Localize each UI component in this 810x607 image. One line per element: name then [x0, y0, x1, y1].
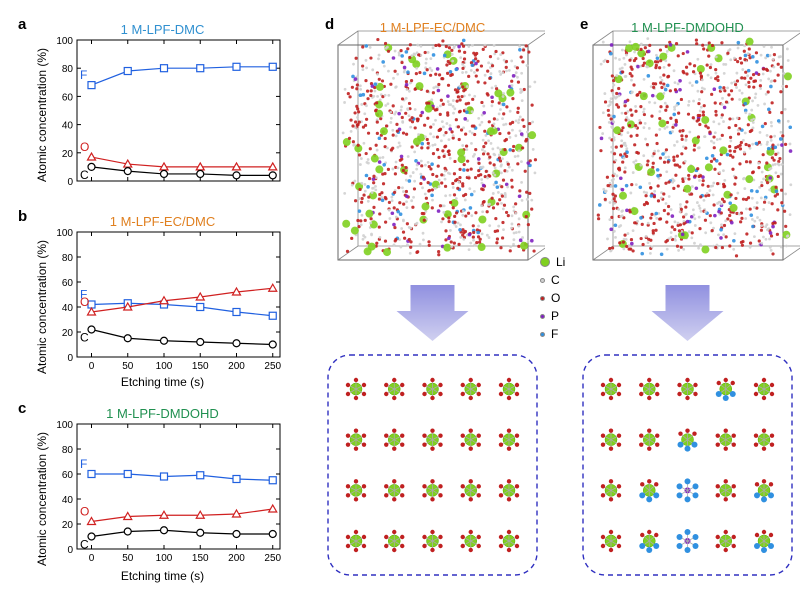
svg-text:80: 80 — [62, 253, 74, 264]
chart-a-title: 1 M-LPF-DMC — [35, 22, 290, 37]
svg-text:40: 40 — [62, 121, 74, 132]
panel-c-label: c — [18, 400, 26, 417]
svg-text:20: 20 — [62, 149, 74, 160]
legend-label: F — [551, 327, 558, 341]
chart-b: 1 M-LPF-EC/DMC Atomic concentration (%) … — [35, 212, 290, 387]
svg-text:C: C — [80, 538, 89, 552]
svg-text:0: 0 — [67, 353, 73, 364]
svg-text:O: O — [80, 295, 89, 309]
svg-text:100: 100 — [56, 228, 73, 239]
svg-text:60: 60 — [62, 470, 74, 481]
svg-text:250: 250 — [264, 553, 281, 564]
chart-b-title: 1 M-LPF-EC/DMC — [35, 214, 290, 229]
svg-text:0: 0 — [89, 553, 95, 564]
svg-text:100: 100 — [56, 36, 73, 47]
chart-c-xlabel: Etching time (s) — [35, 569, 290, 583]
chart-a-svg: 0 20 40 60 80 100 F OC — [35, 20, 290, 195]
svg-text:200: 200 — [228, 361, 245, 372]
chart-c-ylabel: Atomic concentration (%) — [35, 432, 49, 566]
svg-text:40: 40 — [62, 495, 74, 506]
svg-text:40: 40 — [62, 303, 74, 314]
chart-a-ylabel: Atomic concentration (%) — [35, 48, 49, 182]
sim-e-svg — [575, 20, 800, 590]
svg-text:C: C — [80, 331, 89, 345]
chart-b-ylabel: Atomic concentration (%) — [35, 240, 49, 374]
svg-text:C: C — [80, 168, 89, 182]
chart-c: 1 M-LPF-DMDOHD Atomic concentration (%) … — [35, 404, 290, 589]
legend-item: Li — [540, 255, 565, 269]
chart-b-xlabel: Etching time (s) — [35, 375, 290, 389]
svg-text:60: 60 — [62, 278, 74, 289]
legend-item: P — [540, 309, 565, 323]
atom-legend: Li COPF — [540, 255, 565, 345]
svg-text:150: 150 — [192, 553, 209, 564]
svg-text:20: 20 — [62, 520, 74, 531]
panel-a-label: a — [18, 16, 26, 33]
legend-dot-icon — [540, 257, 550, 267]
legend-dot-icon — [540, 296, 545, 301]
svg-text:20: 20 — [62, 328, 74, 339]
svg-text:50: 50 — [122, 361, 134, 372]
svg-text:F: F — [80, 68, 87, 82]
svg-text:150: 150 — [192, 361, 209, 372]
svg-text:100: 100 — [56, 420, 73, 431]
legend-dot-icon — [540, 332, 545, 337]
sim-d: 1 M-LPF-EC/DMC — [320, 20, 545, 590]
panel-b-label: b — [18, 208, 27, 225]
svg-text:80: 80 — [62, 445, 74, 456]
chart-a: 1 M-LPF-DMC Atomic concentration (%) 0 20… — [35, 20, 290, 195]
legend-item: O — [540, 291, 565, 305]
legend-label: P — [551, 309, 559, 323]
sim-e-title: 1 M-LPF-DMDOHD — [575, 20, 800, 35]
legend-dot-icon — [540, 278, 545, 283]
svg-text:60: 60 — [62, 92, 74, 103]
svg-text:0: 0 — [67, 177, 73, 188]
svg-text:250: 250 — [264, 361, 281, 372]
svg-text:100: 100 — [156, 553, 173, 564]
chart-b-svg: 020406080100050100150200250FOC — [35, 212, 290, 387]
chart-c-title: 1 M-LPF-DMDOHD — [35, 406, 290, 421]
chart-c-svg: 0 20 40 60 80 100 0 50 100 150 200 250 F O C — [35, 404, 290, 579]
sim-d-svg — [320, 20, 545, 590]
legend-label: O — [551, 291, 560, 305]
legend-label: C — [551, 273, 560, 287]
svg-text:80: 80 — [62, 64, 74, 75]
svg-text:50: 50 — [122, 553, 134, 564]
sim-d-title: 1 M-LPF-EC/DMC — [320, 20, 545, 35]
legend-dot-icon — [540, 314, 545, 319]
svg-text:0: 0 — [67, 545, 73, 556]
svg-text:O: O — [80, 140, 89, 154]
svg-text:0: 0 — [89, 361, 95, 372]
svg-text:200: 200 — [228, 553, 245, 564]
sim-e: 1 M-LPF-DMDOHD — [575, 20, 800, 590]
svg-text:100: 100 — [156, 361, 173, 372]
svg-text:O: O — [80, 505, 89, 519]
svg-text:F: F — [80, 457, 87, 471]
legend-item: C — [540, 273, 565, 287]
legend-label: Li — [556, 255, 565, 269]
legend-item: F — [540, 327, 565, 341]
